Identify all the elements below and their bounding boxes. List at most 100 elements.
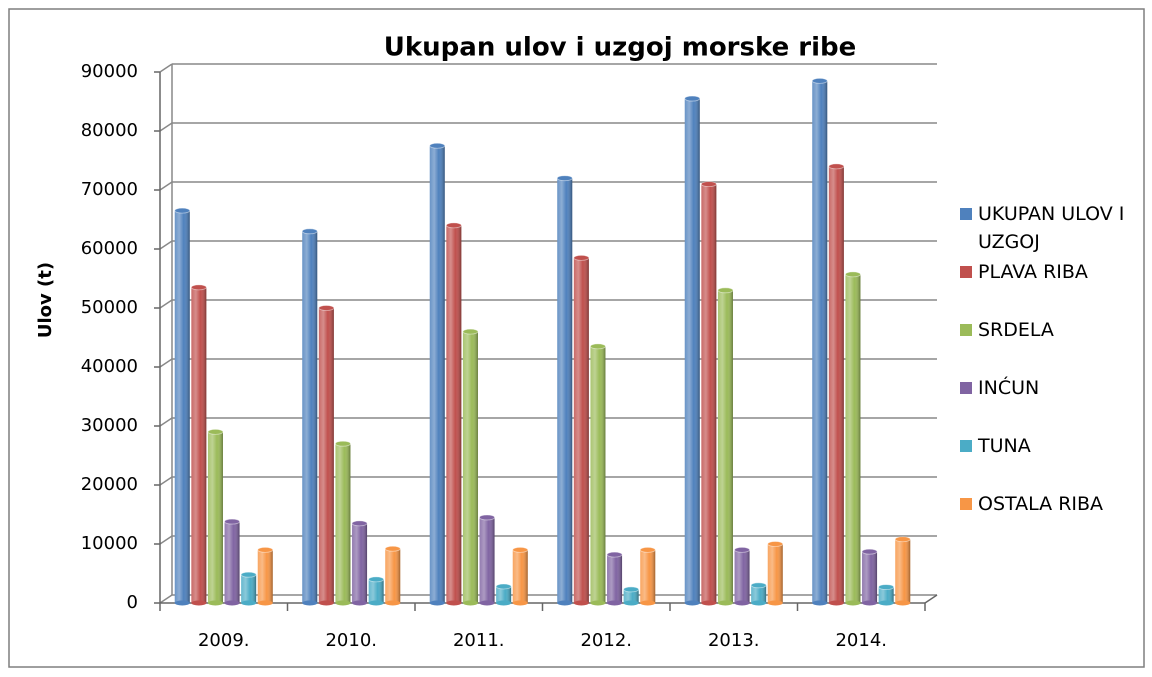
grid-line xyxy=(159,476,173,486)
bar-base xyxy=(174,600,190,606)
bar-shine xyxy=(607,554,623,603)
x-tick-label: 2011. xyxy=(453,630,505,651)
y-tick-label: 50000 xyxy=(81,297,138,318)
bar-base xyxy=(767,600,783,606)
legend-swatch xyxy=(960,266,972,278)
x-tick-label: 2010. xyxy=(325,630,377,651)
bar-base xyxy=(429,600,445,606)
legend-label: SRDELA xyxy=(978,319,1054,341)
bar-base xyxy=(623,600,639,606)
bar-base xyxy=(446,600,462,606)
bar-shine xyxy=(640,549,656,603)
bar-shine xyxy=(512,549,528,603)
legend-label: OSTALA RIBA xyxy=(978,493,1104,515)
bar-shine xyxy=(845,274,861,603)
bar-base xyxy=(385,600,401,606)
bar-shine xyxy=(828,166,844,603)
grid-line xyxy=(159,299,173,309)
legend-label: TUNA xyxy=(978,435,1031,457)
bar-base xyxy=(812,600,828,606)
y-tick-label: 80000 xyxy=(81,120,138,141)
y-tick-label: 90000 xyxy=(81,61,138,82)
bar-shine xyxy=(352,523,368,603)
bar-shine xyxy=(623,589,639,603)
bar-base xyxy=(479,600,495,606)
bar-cap xyxy=(767,541,784,547)
grid-line xyxy=(159,181,173,191)
bar-cap xyxy=(734,547,750,553)
bar-cap xyxy=(224,518,240,525)
bar-shine xyxy=(385,548,401,603)
bar-shine xyxy=(557,178,573,603)
grid-line xyxy=(159,535,173,545)
bar-cap xyxy=(462,328,479,335)
bar-base xyxy=(862,600,878,606)
bar-shine xyxy=(479,517,495,603)
legend-swatch xyxy=(960,382,972,394)
y-tick-label: 10000 xyxy=(81,533,138,554)
bar-base xyxy=(352,600,368,606)
grid-line xyxy=(159,358,173,368)
bar-cap xyxy=(811,77,828,84)
bar-shine xyxy=(241,574,257,603)
bar-base xyxy=(845,600,861,606)
legend-item: OSTALA RIBA xyxy=(960,490,1148,518)
bar-cap xyxy=(717,287,734,294)
bar-shine xyxy=(701,184,717,603)
bar-shine xyxy=(318,308,334,603)
bar-base xyxy=(557,600,573,606)
bar-cap xyxy=(590,343,606,350)
bar-cap xyxy=(351,520,368,527)
bar-shine xyxy=(862,551,878,603)
bar-base xyxy=(512,600,528,606)
bar-cap xyxy=(301,228,318,235)
bar-cap xyxy=(429,142,446,149)
bar-shine xyxy=(573,257,589,603)
bar-cap xyxy=(556,175,573,182)
bar-base xyxy=(701,600,717,606)
legend-swatch xyxy=(960,498,972,510)
legend-label: INĆUN xyxy=(978,377,1040,399)
legend-item: PLAVA RIBA xyxy=(960,258,1148,286)
bar-base xyxy=(496,600,512,606)
bar-cap xyxy=(257,547,274,553)
bar-shine xyxy=(496,586,512,603)
bar-cap xyxy=(384,545,401,552)
bar-shine xyxy=(895,539,911,603)
y-tick-label: 0 xyxy=(127,592,138,613)
grid-line xyxy=(159,240,173,250)
legend-item: UKUPAN ULOV I UZGOJ xyxy=(960,200,1148,256)
x-tick-label: 2013. xyxy=(708,630,760,651)
grid-line xyxy=(159,122,173,132)
legend-item: INĆUN xyxy=(960,374,1148,402)
y-tick-label: 20000 xyxy=(81,474,138,495)
bar-cap xyxy=(639,547,656,553)
y-tick-label: 60000 xyxy=(81,238,138,259)
bar-cap xyxy=(240,571,257,578)
bar-shine xyxy=(257,549,273,603)
bar-cap xyxy=(190,284,207,291)
bar-base xyxy=(302,600,318,606)
bar-cap xyxy=(335,440,351,447)
y-tick-label: 70000 xyxy=(81,179,138,200)
bar-base xyxy=(751,600,767,606)
bar-shine xyxy=(734,549,750,603)
bar-cap xyxy=(894,536,911,543)
legend-label: PLAVA RIBA xyxy=(978,261,1088,283)
bar-base xyxy=(734,600,750,606)
x-tick-label: 2009. xyxy=(198,630,250,651)
x-tick-label: 2014. xyxy=(835,630,887,651)
bar-base xyxy=(207,600,223,606)
bar-cap xyxy=(512,547,529,553)
bar-cap xyxy=(845,271,861,278)
bar-cap xyxy=(368,576,385,583)
bar-base xyxy=(573,600,589,606)
floor-edge xyxy=(924,594,938,604)
bar-shine xyxy=(878,587,894,603)
bar-base xyxy=(717,600,733,606)
bar-shine xyxy=(368,579,384,603)
bar-cap xyxy=(495,583,512,590)
legend-swatch xyxy=(960,208,972,220)
bar-base xyxy=(241,600,257,606)
bar-base xyxy=(828,600,844,606)
